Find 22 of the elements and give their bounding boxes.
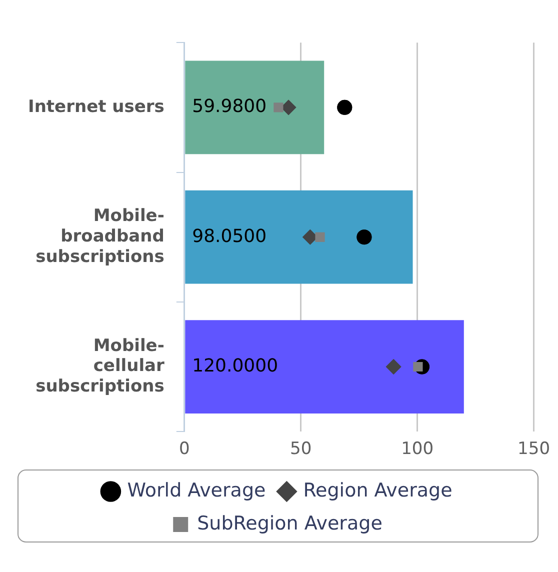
bar <box>185 60 324 154</box>
data-label: 120.0000 <box>192 355 278 376</box>
legend-label: Region Average <box>303 479 452 502</box>
y-tick-label: Internet users <box>28 96 164 117</box>
point <box>386 359 402 374</box>
x-tick-label: 100 <box>401 439 434 460</box>
point <box>274 102 284 112</box>
data-label: 59.9800 <box>192 96 267 118</box>
y-tick-label: Mobile-cellular subscriptions <box>36 336 166 397</box>
x-tick-label: 150 <box>518 439 550 460</box>
point <box>281 100 296 115</box>
point <box>356 230 372 245</box>
legend-label: SubRegion Average <box>197 512 382 534</box>
x-tick-label: 50 <box>290 439 312 460</box>
point <box>337 100 352 115</box>
bar <box>185 320 464 414</box>
x-tick-label: 0 <box>178 439 190 460</box>
legend-label: World Average <box>127 479 266 502</box>
data-label: 98.0500 <box>192 226 267 247</box>
bar <box>185 190 413 284</box>
point <box>315 232 325 242</box>
y-tick-label: Mobile-broadband subscriptions <box>36 206 164 267</box>
